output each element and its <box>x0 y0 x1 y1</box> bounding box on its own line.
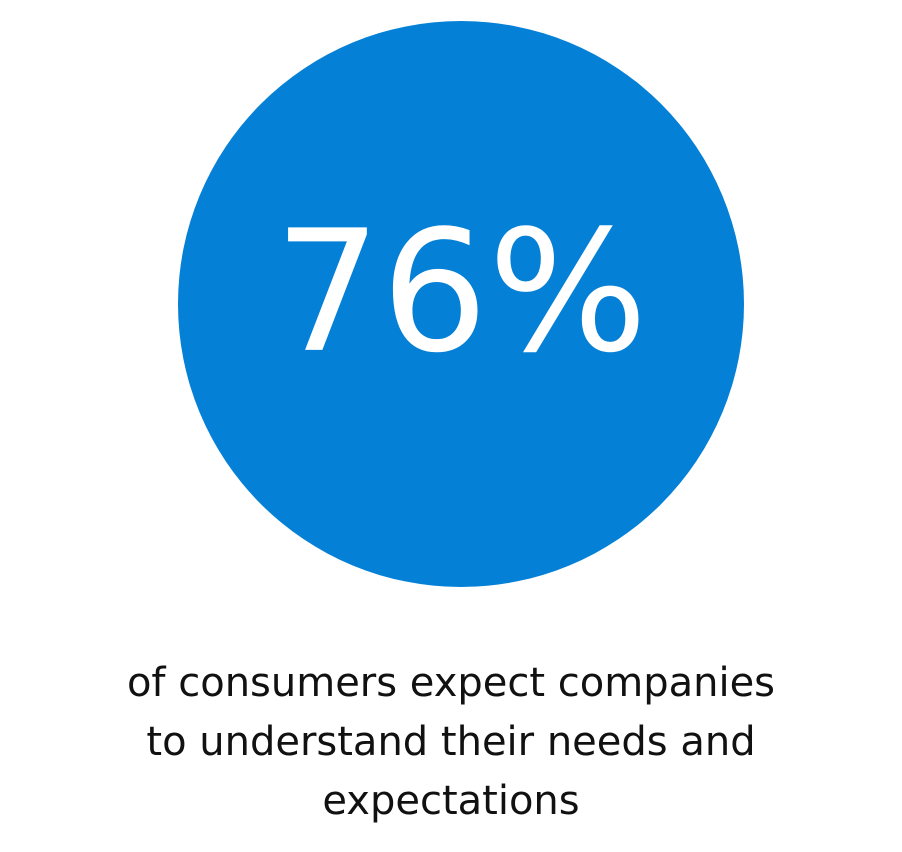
caption-line: to understand their needs and <box>146 719 755 765</box>
stat-circle <box>178 21 744 587</box>
caption-line: expectations <box>322 778 579 824</box>
caption-line: of consumers expect companies <box>127 660 775 706</box>
stat-value: 76% <box>274 194 647 390</box>
